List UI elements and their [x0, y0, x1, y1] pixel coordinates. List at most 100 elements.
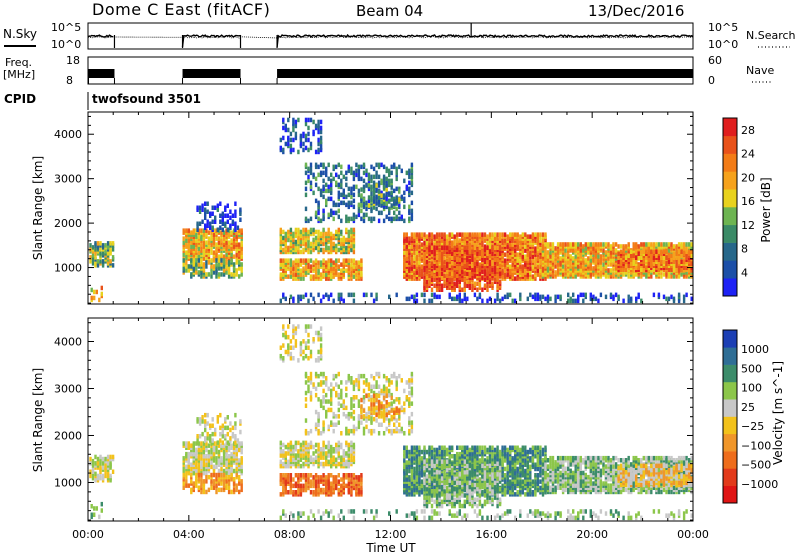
power-cell [479, 266, 481, 271]
power-cell [322, 238, 324, 243]
power-cell [218, 272, 220, 277]
power-cell [547, 295, 549, 300]
power-cell [617, 256, 619, 261]
power-cell [484, 270, 486, 275]
power-cell [227, 204, 229, 209]
power-cell [396, 177, 398, 182]
power-cell [582, 264, 584, 269]
power-cell [678, 258, 680, 263]
power-cell [310, 171, 312, 176]
power-cell [307, 299, 309, 304]
power-cell [360, 177, 362, 182]
power-cell [317, 201, 319, 206]
power-cell [227, 228, 229, 233]
power-cell [648, 262, 650, 267]
power-cell [406, 171, 408, 176]
power-cell [431, 278, 433, 283]
power-cell [489, 262, 491, 267]
power-cell [302, 258, 304, 263]
power-cell [287, 258, 289, 263]
velocity-cell [215, 477, 217, 482]
power-cell [428, 274, 430, 279]
power-cell [507, 244, 509, 249]
power-cell [236, 258, 238, 263]
power-cell [660, 250, 662, 255]
power-cell [552, 242, 554, 247]
power-cell [213, 250, 215, 255]
noise-left-label: N.Sky [3, 27, 37, 41]
power-cell [317, 138, 319, 143]
power-cell [638, 252, 640, 257]
power-cell [534, 232, 536, 237]
power-cell [209, 212, 211, 217]
power-cell [219, 214, 221, 219]
power-cell [582, 293, 584, 298]
power-cell [282, 236, 284, 241]
velocity-cell [185, 441, 187, 446]
power-cell [658, 268, 660, 273]
power-cell [322, 242, 324, 247]
velocity-cell [188, 441, 190, 446]
power-cell [499, 232, 501, 237]
power-cell [315, 199, 317, 204]
power-cell [436, 262, 438, 267]
power-cell [209, 226, 211, 231]
velocity-cell [195, 473, 197, 478]
power-cell [388, 173, 390, 178]
power-cell [307, 148, 309, 153]
power-cell [527, 234, 529, 239]
power-cell [338, 272, 340, 277]
power-cell [403, 197, 405, 202]
velocity-cell [102, 465, 104, 470]
power-cell [233, 254, 235, 259]
velocity-cell [94, 461, 96, 466]
velocity-cell [228, 486, 230, 491]
power-cell [575, 299, 577, 304]
power-cell [411, 244, 413, 249]
power-cell [330, 183, 332, 188]
power-cell [446, 270, 448, 275]
power-cell [408, 209, 410, 214]
power-cell [355, 264, 357, 269]
power-cell [195, 238, 197, 243]
power-cell [403, 191, 405, 196]
velocity-cell [228, 469, 230, 474]
velocity-cell [215, 483, 217, 488]
power-cell [94, 241, 96, 246]
power-cell [302, 295, 304, 300]
power-cell [658, 242, 660, 247]
freq-panel: Freq. [MHz] 18 8 60 0 Nave [3, 54, 774, 87]
power-cell [200, 258, 202, 263]
power-cell [486, 240, 488, 245]
velocity-cell [208, 458, 210, 463]
power-cell [328, 185, 330, 190]
power-cell [585, 246, 587, 251]
power-cell [471, 264, 473, 269]
power-cell [360, 209, 362, 214]
velocity-cell [205, 479, 207, 484]
power-cell [370, 217, 372, 222]
power-cell [628, 295, 630, 300]
power-cell [539, 232, 541, 237]
power-cell [564, 242, 566, 247]
power-cell [466, 246, 468, 251]
power-cell [370, 191, 372, 196]
power-cell [590, 254, 592, 259]
power-cell [464, 232, 466, 237]
power-cell [443, 246, 445, 251]
power-cell [426, 280, 428, 285]
power-cell [302, 142, 304, 147]
power-cell [201, 208, 203, 213]
power-cell [325, 260, 327, 265]
power-cell [282, 272, 284, 277]
velocity-cell [204, 436, 206, 441]
power-cell [386, 167, 388, 172]
power-cell [416, 293, 418, 298]
velocity-cell [225, 479, 227, 484]
power-cell [489, 250, 491, 255]
power-cell [423, 262, 425, 267]
power-cell [481, 254, 483, 259]
power-cell [224, 206, 226, 211]
power-cell [370, 195, 372, 200]
